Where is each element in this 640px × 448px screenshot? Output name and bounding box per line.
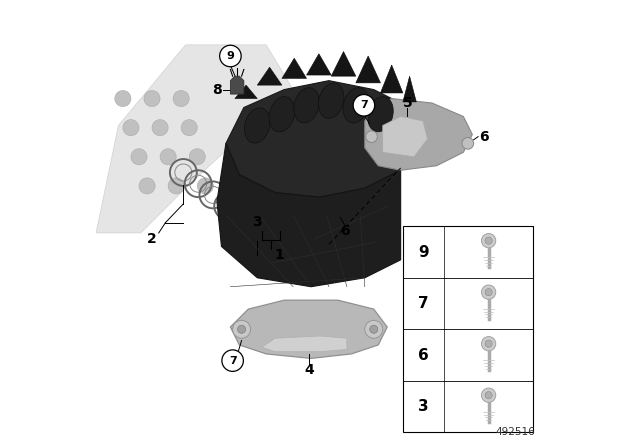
Polygon shape (383, 116, 428, 157)
Text: 7: 7 (228, 356, 237, 366)
Text: 7: 7 (360, 100, 368, 110)
Text: 8: 8 (212, 82, 222, 97)
Polygon shape (230, 76, 244, 94)
Ellipse shape (294, 88, 319, 123)
Text: 1: 1 (275, 248, 285, 263)
Polygon shape (226, 81, 419, 197)
Text: 6: 6 (419, 348, 429, 362)
Circle shape (353, 95, 374, 116)
Polygon shape (235, 85, 257, 99)
Polygon shape (307, 54, 332, 75)
Circle shape (197, 178, 213, 194)
Polygon shape (403, 76, 417, 102)
Circle shape (485, 392, 492, 399)
Ellipse shape (319, 83, 344, 118)
Circle shape (365, 131, 378, 142)
Text: 9: 9 (227, 51, 234, 61)
Circle shape (485, 289, 492, 296)
Circle shape (168, 178, 184, 194)
Polygon shape (96, 45, 293, 233)
Circle shape (189, 149, 205, 165)
Circle shape (237, 325, 246, 333)
Text: 5: 5 (403, 96, 412, 110)
Circle shape (123, 120, 139, 136)
Circle shape (462, 138, 474, 149)
Circle shape (481, 233, 496, 248)
Circle shape (233, 320, 251, 338)
Circle shape (370, 325, 378, 333)
Polygon shape (356, 56, 380, 83)
Ellipse shape (244, 108, 270, 143)
Polygon shape (217, 143, 401, 287)
Circle shape (160, 149, 176, 165)
Circle shape (481, 336, 496, 351)
Circle shape (144, 90, 160, 107)
Circle shape (485, 340, 492, 347)
Circle shape (222, 350, 243, 371)
Circle shape (365, 320, 383, 338)
Circle shape (481, 285, 496, 299)
Ellipse shape (368, 97, 393, 132)
Text: 3: 3 (252, 215, 262, 229)
Circle shape (481, 388, 496, 402)
Polygon shape (262, 336, 347, 352)
Ellipse shape (343, 88, 369, 123)
Ellipse shape (269, 97, 294, 132)
Text: 6: 6 (479, 129, 488, 144)
Circle shape (220, 45, 241, 67)
Circle shape (173, 90, 189, 107)
Circle shape (181, 120, 197, 136)
Text: 6: 6 (340, 224, 349, 238)
Polygon shape (380, 65, 403, 93)
Text: 3: 3 (419, 399, 429, 414)
Polygon shape (332, 52, 356, 76)
Text: 4: 4 (304, 362, 314, 377)
Bar (403, 226, 532, 432)
Circle shape (139, 178, 155, 194)
Polygon shape (257, 67, 282, 85)
Polygon shape (282, 58, 307, 78)
Circle shape (131, 149, 147, 165)
Text: 7: 7 (419, 296, 429, 311)
Circle shape (152, 120, 168, 136)
Circle shape (485, 237, 492, 244)
Text: 9: 9 (419, 245, 429, 259)
Polygon shape (230, 300, 387, 358)
Circle shape (115, 90, 131, 107)
Text: 492516: 492516 (495, 427, 535, 437)
Polygon shape (365, 99, 472, 170)
Text: 2: 2 (147, 232, 157, 246)
